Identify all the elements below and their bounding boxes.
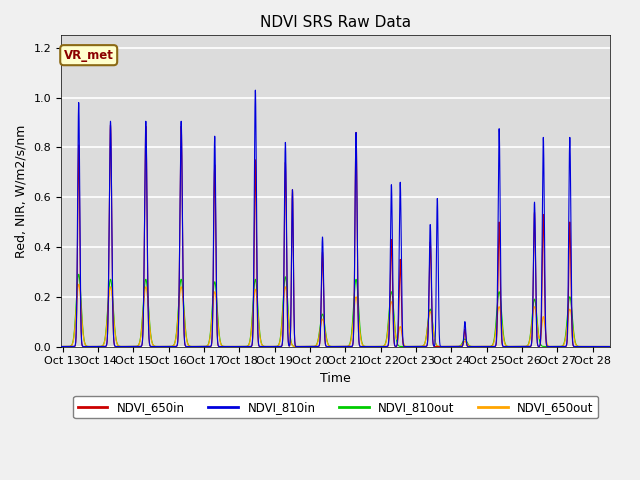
Y-axis label: Red, NIR, W/m2/s/nm: Red, NIR, W/m2/s/nm bbox=[15, 124, 28, 258]
Text: VR_met: VR_met bbox=[64, 48, 114, 61]
X-axis label: Time: Time bbox=[321, 372, 351, 385]
Title: NDVI SRS Raw Data: NDVI SRS Raw Data bbox=[260, 15, 412, 30]
Legend: NDVI_650in, NDVI_810in, NDVI_810out, NDVI_650out: NDVI_650in, NDVI_810in, NDVI_810out, NDV… bbox=[73, 396, 598, 419]
